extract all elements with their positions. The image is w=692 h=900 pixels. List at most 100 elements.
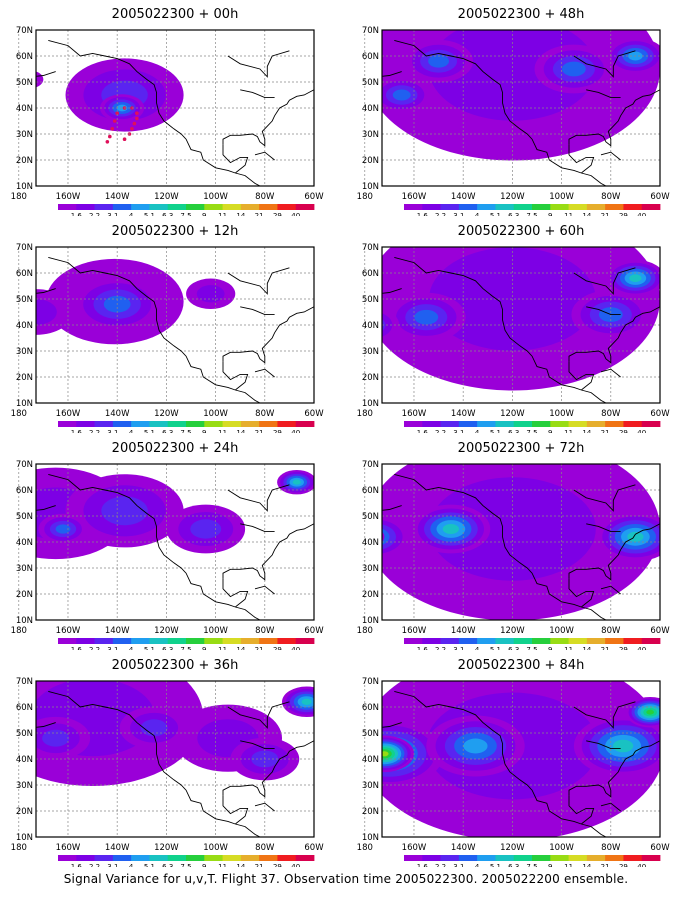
colorbar-swatch [112, 204, 132, 210]
colorbar-label: 29 [273, 863, 282, 867]
colorbar-swatch [112, 855, 132, 861]
latitude-label: 70N [362, 460, 379, 470]
colorbar-swatch [240, 204, 260, 210]
latitude-label: 60N [362, 703, 379, 713]
colorbar: 1.6 2.2 3.1 4 5.1 6.3 7.5 9 11 14 21 29 40 [58, 638, 315, 650]
colorbar-swatch [641, 855, 661, 861]
colorbar-swatch [532, 638, 551, 644]
colorbar-swatch [167, 855, 187, 861]
longitude-label: 140W [451, 626, 476, 636]
latitude-label: 30N [362, 564, 379, 574]
variance-contour [301, 698, 312, 705]
colorbar-label: 11 [218, 646, 227, 650]
variance-contour [382, 528, 390, 545]
panel-title: 2005022300 + 00h [111, 7, 239, 22]
latitude-label: 70N [362, 26, 379, 36]
colorbar-swatch [259, 855, 278, 861]
colorbar-label: 40 [291, 863, 300, 867]
colorbar-swatch [550, 855, 569, 861]
longitude-label: 120W [500, 409, 525, 419]
variance-contour [392, 89, 411, 101]
longitude-label: 80W [601, 843, 621, 853]
colorbar-label: 11 [564, 212, 573, 216]
map-panel: 2005022300 + 60h 70N 60N 50N 40N 30N 20N 10N 180… [346, 217, 676, 433]
colorbar-label: 1.6 [71, 212, 83, 216]
colorbar-label: 7.5 [180, 212, 191, 216]
colorbar-swatch [422, 855, 441, 861]
colorbar-label: 3.1 [453, 429, 464, 433]
colorbar-swatch [440, 204, 460, 210]
colorbar-label: 21 [255, 646, 264, 650]
longitude-label: 180 [357, 409, 373, 419]
colorbar-label: 11 [564, 429, 573, 433]
colorbar-swatch [532, 855, 551, 861]
colorbar-swatch [131, 204, 150, 210]
latitude-label: 40N [16, 104, 33, 114]
colorbar-swatch [94, 204, 114, 210]
colorbar-label: 3.1 [107, 429, 118, 433]
longitude-label: 140W [451, 192, 476, 202]
variance-contour [442, 523, 460, 535]
colorbar-swatch [58, 855, 77, 861]
latitude-label: 40N [16, 321, 33, 331]
colorbar-swatch [131, 421, 150, 427]
colorbar-label: 14 [582, 863, 591, 867]
longitude-label: 180 [11, 843, 27, 853]
colorbar-swatch [605, 855, 624, 861]
colorbar-label: 5.1 [490, 863, 501, 867]
latitude-label: 50N [16, 295, 33, 305]
latitude-label: 50N [362, 295, 379, 305]
variance-contour [101, 496, 148, 526]
variance-contour [190, 519, 222, 539]
colorbar-label: 7.5 [526, 646, 537, 650]
colorbar-label: 4 [129, 646, 134, 650]
longitude-label: 140W [105, 409, 130, 419]
variance-field [36, 258, 236, 345]
panel-title: 2005022300 + 24h [111, 441, 239, 456]
colorbar-swatch [277, 638, 297, 644]
colorbar-swatch [295, 638, 315, 644]
latitude-label: 20N [16, 373, 33, 383]
latitude-label: 40N [16, 538, 33, 548]
colorbar: 1.6 2.2 3.1 4 5.1 6.3 7.5 9 11 14 21 29 40 [404, 204, 661, 216]
latitude-label: 20N [362, 807, 379, 817]
colorbar-swatch [204, 638, 223, 644]
colorbar-swatch [404, 855, 423, 861]
longitude-label: 80W [255, 626, 275, 636]
latitude-label: 60N [362, 486, 379, 496]
variance-contour [463, 738, 488, 754]
latitude-label: 50N [16, 78, 33, 88]
colorbar-label: 1.6 [417, 429, 429, 433]
colorbar-swatch [131, 638, 150, 644]
colorbar-label: 14 [236, 429, 245, 433]
colorbar-label: 21 [601, 863, 610, 867]
colorbar-swatch [240, 638, 260, 644]
colorbar-swatch [94, 855, 114, 861]
longitude-label: 180 [357, 192, 373, 202]
colorbar-swatch [513, 638, 533, 644]
latitude-label: 10N [16, 399, 33, 409]
latitude-label: 70N [362, 677, 379, 687]
colorbar-label: 7.5 [180, 429, 191, 433]
variance-contour [196, 285, 225, 303]
observation-point [108, 134, 112, 139]
longitude-label: 120W [154, 192, 179, 202]
colorbar-label: 14 [236, 863, 245, 867]
colorbar-label: 40 [291, 212, 300, 216]
longitude-label: 100W [549, 843, 574, 853]
longitude-label: 120W [154, 626, 179, 636]
colorbar-label: 4 [129, 863, 134, 867]
colorbar-swatch [404, 638, 423, 644]
colorbar-label: 9 [202, 863, 206, 867]
latitude-label: 30N [362, 781, 379, 791]
observation-point [135, 111, 139, 115]
variance-contour [414, 309, 439, 325]
graticule [18, 30, 314, 186]
colorbar-label: 14 [582, 429, 591, 433]
latitude-label: 60N [16, 52, 33, 62]
colorbar-swatch [586, 421, 606, 427]
colorbar-swatch [58, 421, 77, 427]
colorbar-swatch [495, 638, 515, 644]
colorbar-swatch [240, 855, 260, 861]
colorbar-swatch [76, 638, 95, 644]
